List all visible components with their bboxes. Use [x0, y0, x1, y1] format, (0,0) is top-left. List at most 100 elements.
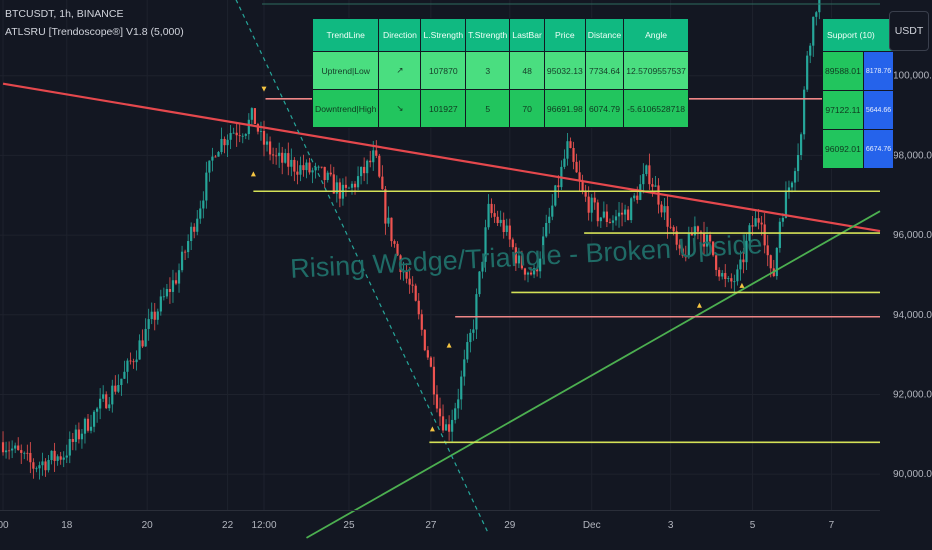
y-tick-label: 90,000.00	[893, 469, 932, 480]
candle-body	[265, 141, 269, 145]
x-tick-label: Dec	[583, 520, 601, 531]
candle-body	[648, 165, 651, 185]
candle-body	[617, 212, 621, 217]
x-tick-label: 22	[222, 520, 234, 531]
candle-body	[356, 176, 360, 188]
candle-body	[666, 206, 669, 227]
table-cell: 12.5709557537	[623, 51, 689, 90]
candle-body	[162, 296, 165, 298]
candle-body	[20, 450, 23, 453]
price-axis[interactable]: 100,000.00 98,000.00 96,000.00 94,000.00 92,…	[893, 71, 932, 480]
support-distance: 8178.76	[862, 51, 895, 91]
candle-body	[654, 185, 657, 187]
candle-body	[484, 227, 487, 262]
candle-body	[745, 240, 748, 263]
candle-body	[347, 187, 351, 189]
candle-body	[806, 55, 809, 90]
x-tick-label: 12:00	[251, 520, 276, 531]
y-tick-label: 96,000.00	[893, 230, 932, 241]
candle-body	[268, 141, 272, 155]
candle-body	[630, 198, 633, 221]
support-value: 96092.01	[822, 129, 864, 169]
candle-body	[529, 272, 533, 275]
candle-body	[754, 218, 757, 227]
x-tick-label: 3	[668, 520, 674, 531]
candle-body	[803, 89, 806, 135]
broken-trendline	[235, 0, 490, 535]
candle-body	[99, 398, 102, 409]
uptrend-line	[306, 210, 881, 539]
candle-body	[329, 172, 332, 175]
candle-body	[441, 416, 445, 431]
candle-body	[669, 226, 672, 228]
table-cell: ↘	[378, 89, 422, 128]
candle-body	[693, 226, 696, 236]
candle-body	[344, 184, 348, 188]
candle-body	[217, 152, 220, 157]
candle-body	[59, 456, 62, 460]
candle-body	[742, 259, 745, 263]
candle-body	[724, 273, 727, 279]
candle-body	[727, 278, 730, 279]
candle-body	[784, 191, 788, 218]
table-cell: 5	[465, 89, 511, 128]
candle-body	[26, 452, 29, 454]
table-cell: Downtrend|High	[311, 89, 380, 128]
pivot-marker	[261, 86, 267, 92]
candle-body	[308, 162, 311, 173]
candle-body	[551, 205, 554, 217]
candle-body	[614, 216, 618, 221]
candle-body	[426, 350, 429, 358]
header-cell: Direction	[378, 18, 422, 52]
candle-body	[514, 247, 517, 264]
candle-body	[620, 212, 624, 215]
candle-body	[275, 155, 278, 157]
candle-body	[481, 261, 484, 272]
candle-body	[593, 197, 596, 203]
x-tick-label: 7	[829, 520, 835, 531]
candle-body	[272, 154, 275, 156]
x-tick-label: 20	[142, 520, 154, 531]
candle-body	[490, 203, 493, 214]
candle-body	[778, 221, 781, 248]
candle-body	[92, 411, 96, 427]
candle-body	[460, 376, 463, 400]
header-cell: Distance	[584, 18, 625, 52]
candle-body	[278, 152, 281, 157]
candle-body	[675, 231, 678, 245]
chart-legend: BTCUSDT, 1h, BINANCE ATLSRU [Trendoscope…	[5, 8, 184, 44]
candle-body	[715, 255, 718, 270]
candle-body	[493, 213, 496, 217]
indicator-label[interactable]: ATLSRU [Trendoscope®] V1.8 (5,000)	[5, 26, 184, 38]
candle-body	[4, 450, 8, 453]
candle-body	[86, 418, 90, 431]
candle-body	[238, 135, 241, 137]
candle-body	[751, 225, 754, 227]
candle-body	[399, 255, 402, 273]
candle-body	[229, 133, 232, 140]
x-tick-label: 18	[61, 520, 73, 531]
x-tick-label: 29	[504, 520, 516, 531]
candle-body	[642, 174, 645, 185]
candle-body	[108, 404, 111, 409]
candle-body	[563, 158, 566, 167]
candle-body	[187, 241, 190, 253]
candle-body	[438, 408, 442, 417]
candle-body	[253, 108, 256, 125]
candle-body	[65, 455, 68, 458]
candle-body	[259, 131, 263, 132]
candle-body	[633, 195, 636, 199]
candle-body	[526, 272, 530, 275]
candle-body	[53, 450, 56, 461]
candle-body	[372, 150, 375, 163]
currency-button[interactable]: USDT	[889, 11, 929, 51]
time-axis[interactable]: 00 18 20 22 12:00 25 27 29 Dec 3 5 7	[0, 510, 880, 532]
candle-body	[818, 0, 821, 13]
candle-body	[429, 357, 432, 367]
candle-body	[250, 108, 253, 120]
candle-body	[165, 289, 168, 297]
candle-body	[223, 138, 226, 146]
candle-body	[769, 255, 772, 269]
candle-body	[77, 429, 80, 440]
